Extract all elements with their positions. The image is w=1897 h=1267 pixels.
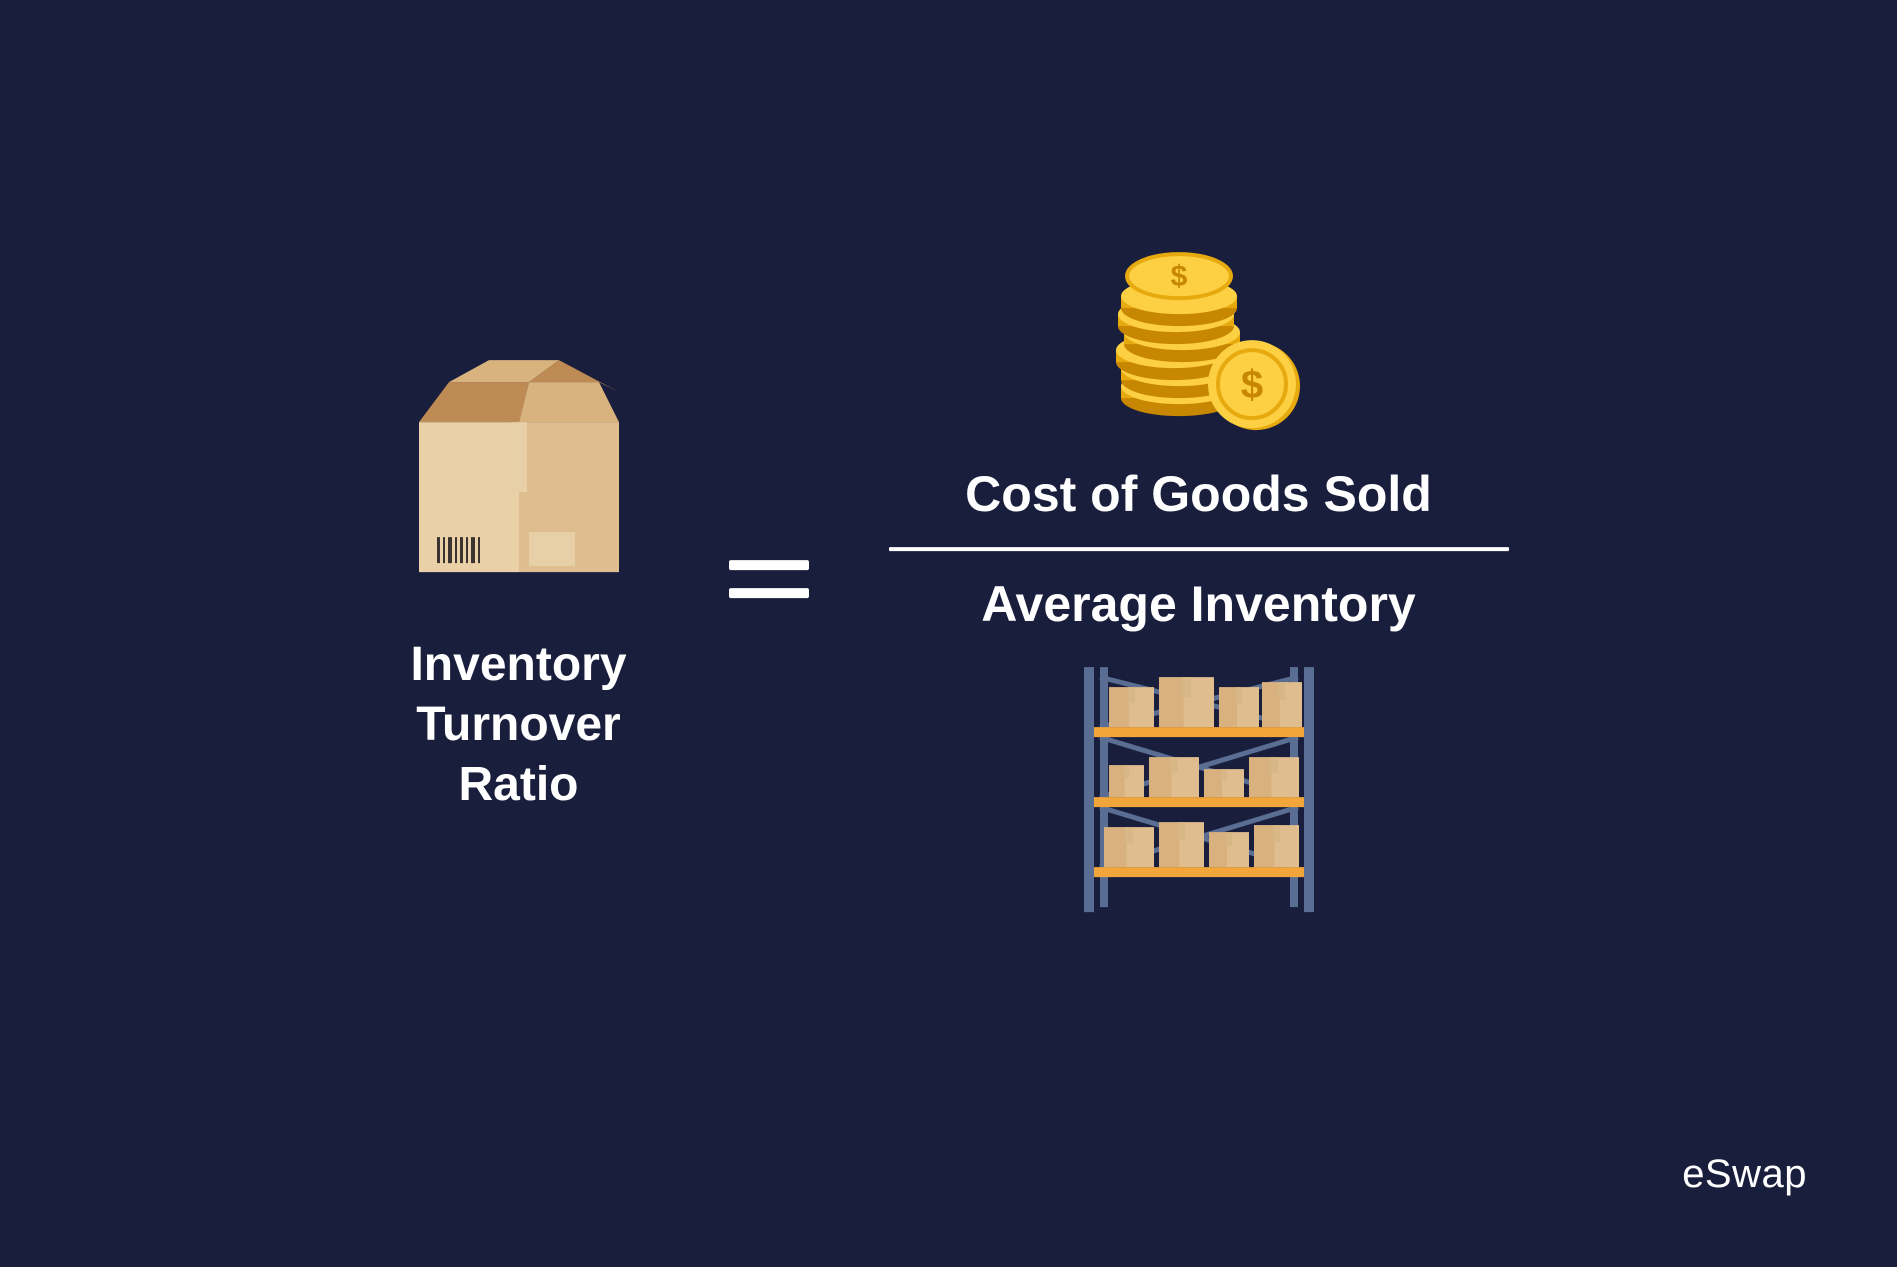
warehouse-shelf-icon — [1054, 657, 1344, 922]
fraction: $ $ Cost of Goods Sold Average Inventory — [889, 236, 1509, 922]
equals-bar-top — [729, 560, 809, 570]
equals-bar-bottom — [729, 588, 809, 598]
left-label-line2: Turnover Ratio — [389, 695, 649, 815]
left-term: Inventory Turnover Ratio — [389, 342, 649, 815]
left-label-line1: Inventory — [389, 635, 649, 695]
equals-sign — [729, 560, 809, 598]
svg-text:$: $ — [1170, 260, 1187, 293]
left-term-label: Inventory Turnover Ratio — [389, 635, 649, 815]
brand-logo: eSwap — [1682, 1152, 1807, 1197]
formula-layout: Inventory Turnover Ratio — [389, 236, 1509, 922]
fraction-line — [889, 547, 1509, 551]
infographic-canvas: Inventory Turnover Ratio — [0, 0, 1897, 1267]
svg-text:$: $ — [1240, 363, 1262, 407]
denominator-label: Average Inventory — [981, 575, 1415, 633]
numerator-label: Cost of Goods Sold — [965, 465, 1432, 523]
coins-icon: $ $ — [1084, 236, 1314, 441]
cardboard-box-icon — [389, 342, 649, 607]
